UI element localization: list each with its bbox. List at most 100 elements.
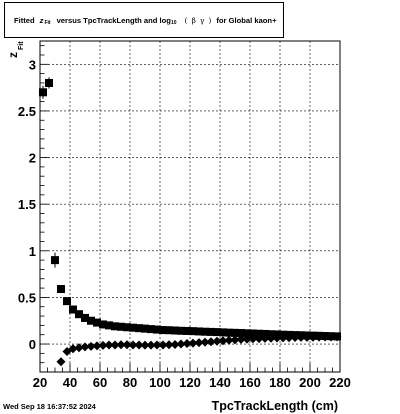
data-point-diamond [122, 340, 132, 350]
title-beta-symbol: β [191, 15, 196, 25]
data-point-diamond [188, 338, 198, 348]
data-point-diamond [266, 333, 276, 343]
data-point-diamond [140, 340, 150, 350]
data-point-square [141, 324, 149, 333]
data-point-diamond [242, 334, 252, 344]
data-point-diamond [146, 340, 156, 350]
data-point-diamond [254, 334, 264, 344]
title-z-symbol: z [39, 15, 44, 25]
data-point-diamond [326, 332, 336, 342]
data-point-diamond [236, 334, 246, 344]
data-point-diamond [260, 333, 270, 343]
x-tick-label: 100 [149, 375, 171, 390]
data-point-diamond [332, 332, 342, 342]
data-point-diamond [68, 344, 78, 354]
y-tick-label: 0 [29, 337, 36, 352]
data-point-square [171, 326, 179, 335]
title-paren-close: ) [208, 15, 212, 25]
data-point-diamond [218, 336, 228, 346]
x-tick-label: 80 [123, 375, 137, 390]
data-point-diamond [200, 337, 210, 347]
y-axis-label-sub: Fit [18, 41, 25, 50]
data-point-square [237, 329, 245, 338]
title-paren-open: ( [184, 15, 188, 25]
data-point-square [87, 316, 95, 325]
data-point-diamond [104, 340, 114, 350]
chart-title: Fitted z Fit versus TpcTrackLength and l… [4, 2, 284, 38]
x-tick-label: 180 [269, 375, 291, 390]
data-point-diamond [284, 333, 294, 343]
data-point-square [189, 327, 197, 336]
data-point-diamond [170, 339, 180, 349]
data-point-diamond [164, 340, 174, 350]
data-point-diamond [86, 341, 96, 351]
y-axis-label-main: z [6, 52, 20, 58]
data-point-diamond [56, 357, 66, 367]
data-point-square [63, 297, 71, 306]
data-point-diamond [206, 337, 216, 347]
data-point-square [69, 305, 77, 314]
x-tick-label: 20 [33, 375, 47, 390]
data-point-square [99, 320, 107, 329]
data-point-square [45, 78, 53, 87]
data-point-square [81, 313, 89, 322]
data-point-diamond [290, 333, 300, 343]
data-point-square [123, 323, 131, 332]
y-tick-label: 2.5 [18, 104, 36, 119]
x-tick-label: 140 [209, 375, 231, 390]
data-point-square [105, 321, 113, 330]
data-point-square [153, 325, 161, 334]
data-point-square [249, 329, 257, 338]
title-z-subscript: Fit [44, 20, 51, 26]
title-log-base: 10 [170, 20, 177, 26]
data-point-square [207, 327, 215, 336]
data-point-diamond [74, 343, 84, 353]
data-point-diamond [110, 340, 120, 350]
data-point-diamond [278, 333, 288, 343]
x-tick-label: 120 [179, 375, 201, 390]
data-point-diamond [248, 334, 258, 344]
title-middle: versus TpcTrackLength and log [56, 15, 171, 25]
title-prefix: Fitted [14, 15, 35, 25]
data-point-square [213, 328, 221, 337]
y-axis-label: z Fit [6, 41, 25, 58]
data-point-square [165, 326, 173, 335]
data-point-diamond [224, 335, 234, 345]
data-point-square [195, 327, 203, 336]
data-point-diamond [128, 340, 138, 350]
x-tick-label: 220 [329, 375, 351, 390]
data-point-square [147, 325, 155, 334]
data-point-diamond [176, 339, 186, 349]
timestamp: Wed Sep 18 16:37:52 2024 [3, 402, 96, 411]
data-point-square [57, 285, 65, 294]
title-suffix: for Global kaon+ [216, 15, 277, 25]
x-axis-label: TpcTrackLength (cm) [212, 399, 338, 413]
data-point-square [243, 329, 251, 338]
data-point-diamond [212, 336, 222, 346]
y-tick-label: 1 [29, 244, 36, 259]
data-point-square [75, 310, 83, 319]
marks-layer [39, 77, 342, 367]
data-point-square [183, 326, 191, 335]
data-point-square [177, 326, 185, 335]
data-point-diamond [158, 340, 168, 350]
data-point-square [129, 323, 137, 332]
y-tick-label: 3 [29, 57, 36, 72]
data-point-diamond [182, 339, 192, 349]
data-point-square [231, 328, 239, 337]
data-point-diamond [296, 332, 306, 342]
y-tick-label: 2 [29, 151, 36, 166]
x-tick-label: 200 [299, 375, 321, 390]
data-point-diamond [92, 341, 102, 351]
grid-layer [40, 41, 340, 372]
data-point-diamond [308, 332, 318, 342]
data-point-square [255, 329, 263, 338]
data-point-square [39, 88, 47, 97]
data-point-diamond [116, 340, 126, 350]
data-point-diamond [314, 332, 324, 342]
data-point-diamond [98, 340, 108, 350]
data-point-square [201, 327, 209, 336]
title-gamma-symbol: γ [199, 15, 205, 25]
data-point-diamond [302, 332, 312, 342]
